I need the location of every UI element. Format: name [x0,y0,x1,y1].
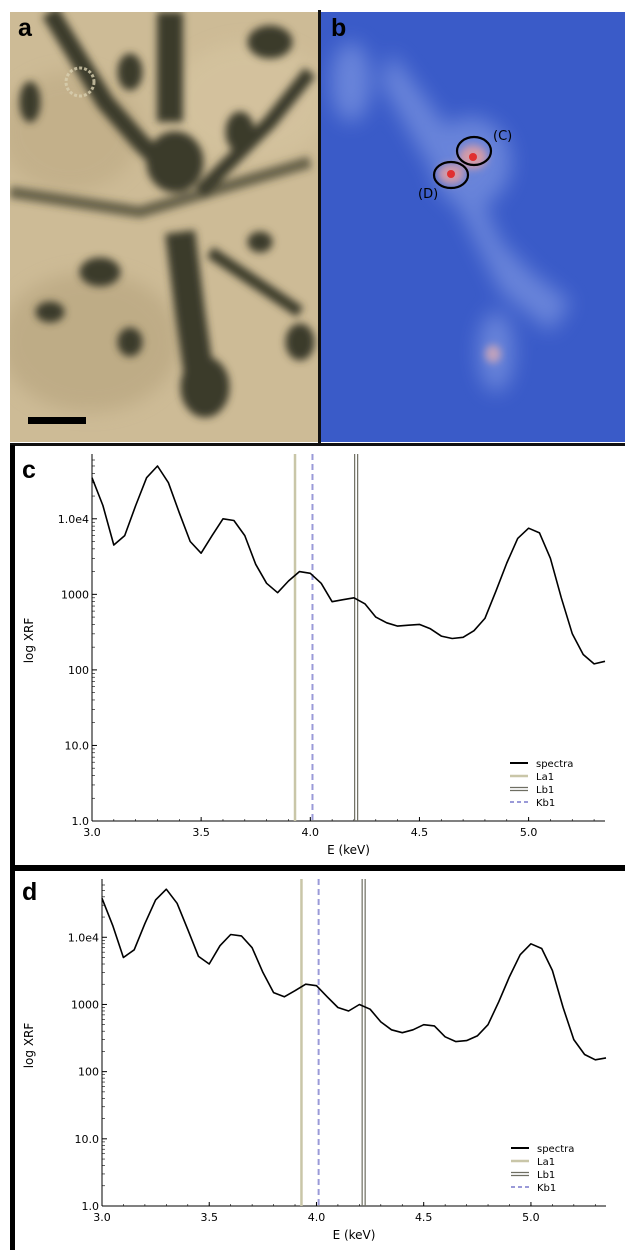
y-tick-label: 1000 [71,998,99,1011]
y-tick-label: 1000 [61,588,89,601]
x-tick-label: 4.0 [308,1211,326,1224]
y-tick-label: 1.0e4 [68,931,99,944]
panel-divider-vertical [318,10,321,444]
y-axis-label: log XRF [22,1023,36,1069]
x-tick-label: 3.5 [200,1211,218,1224]
panel-label-a: a [18,14,32,42]
panel-label-b: b [331,14,347,42]
spectrum-chart-d: 3.0 3.5 4.0 4.5 5.0 1.0 10.0 100 1000 1.0e4 E (keV… [22,879,607,1242]
y-tick-label: 100 [68,664,89,677]
y-tick-label: 10.0 [75,1133,100,1146]
panel-divider-horizontal [10,443,625,446]
panel-divider-horizontal-thick [10,865,625,871]
x-axis-label: E (keV) [327,843,370,857]
region-c-marker [455,135,493,167]
legend-entry: spectra [536,759,573,770]
legend-entry: Kb1 [536,798,555,809]
x-axis-label: E (keV) [333,1228,376,1242]
panel-label-c: c [22,456,36,484]
x-tick-label: 4.5 [411,826,429,839]
micrograph-drawing [10,12,318,442]
spectra-line [91,465,606,665]
legend-entry: Lb1 [536,785,554,796]
micrograph-image [10,12,318,442]
region-d-marker [432,160,470,190]
y-tick-label: 1.0e4 [58,513,89,526]
legend-entry: Kb1 [537,1183,556,1194]
y-tick-label: 1.0 [72,815,90,828]
left-border [10,445,15,1250]
panel-label-d: d [22,878,38,906]
x-tick-label: 5.0 [520,826,538,839]
y-tick-label: 10.0 [65,739,90,752]
xrf-map-drawing: (C) (D) [321,12,625,442]
legend-entry: spectra [537,1144,574,1155]
region-d-label: (D) [418,187,438,202]
xrf-map-image: (C) (D) [321,12,625,442]
legend-entry: La1 [537,1157,555,1168]
x-tick-label: 3.5 [192,826,210,839]
y-tick-label: 1.0 [82,1200,100,1213]
y-axis-label: log XRF [22,618,36,664]
x-tick-label: 5.0 [522,1211,540,1224]
legend-entry: La1 [536,772,554,783]
x-tick-label: 3.0 [93,1211,111,1224]
region-c-label: (C) [493,129,512,144]
spectrum-chart-c: 3.0 3.5 4.0 4.5 5.0 1.0 10.0 100 1000 1.0e4 E (keV… [22,454,606,857]
legend-entry: Lb1 [537,1170,555,1181]
y-tick-label: 100 [78,1066,99,1079]
x-tick-label: 4.5 [415,1211,433,1224]
spectra-line [101,888,607,1061]
scale-bar [28,417,86,424]
x-tick-label: 4.0 [302,826,320,839]
x-tick-label: 3.0 [83,826,101,839]
